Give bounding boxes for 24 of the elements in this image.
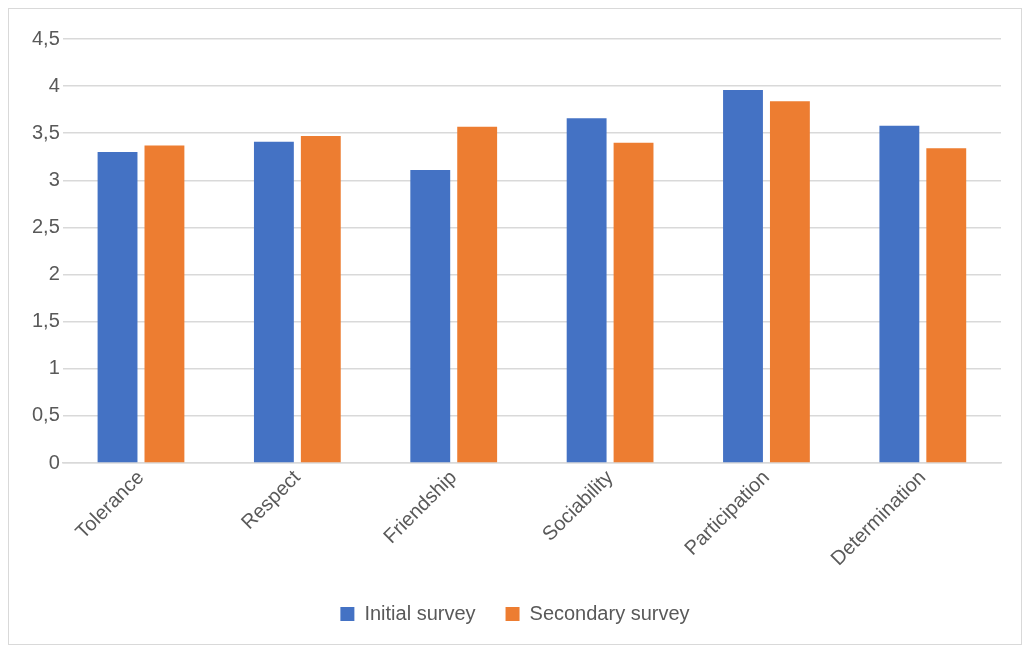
y-tick-label: 4 (48, 73, 60, 96)
legend-label: Initial survey (364, 601, 476, 624)
y-tick-label: 3,5 (31, 120, 60, 143)
bar (926, 148, 967, 463)
bar (144, 145, 185, 463)
bar (97, 152, 138, 463)
y-tick-label: 3 (48, 167, 60, 190)
y-tick-label: 2,5 (31, 214, 60, 237)
bar (879, 125, 920, 463)
bar (613, 142, 654, 463)
legend-label: Secondary survey (529, 601, 690, 624)
y-tick-label: 0 (48, 450, 60, 473)
bar (253, 141, 294, 463)
y-tick-label: 1,5 (31, 309, 60, 332)
bar (410, 169, 451, 463)
y-tick-label: 4,5 (31, 26, 60, 49)
y-tick-label: 2 (48, 262, 60, 285)
bar (457, 126, 498, 463)
bar (769, 101, 810, 463)
y-tick-label: 0,5 (31, 403, 60, 426)
bar (723, 89, 763, 463)
bar (300, 136, 341, 463)
bar (566, 118, 607, 463)
y-tick-label: 1 (48, 356, 60, 379)
